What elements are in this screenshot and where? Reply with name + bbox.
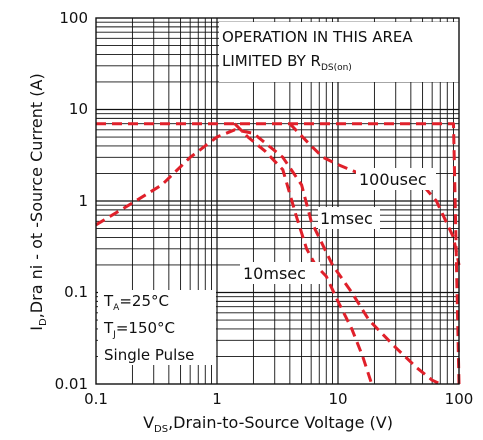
x-axis-title: VDS,Drain-to-Source Voltage (V) [143, 413, 393, 435]
x-tick-label: 0.1 [84, 390, 108, 408]
condition-ta: TA=25°C [103, 292, 169, 313]
conditions-background [98, 290, 216, 365]
y-tick-label: 0.01 [55, 375, 88, 393]
area-note-line-2: LIMITED BY RDS(on) [222, 52, 352, 73]
area-note-line-1: OPERATION IN THIS AREA [222, 28, 413, 46]
x-tick-label: 1 [212, 390, 222, 408]
label-bg-1msec [318, 207, 380, 229]
y-tick-label: 0.1 [64, 283, 88, 301]
condition-pulse: Single Pulse [104, 346, 194, 364]
label-bg-10msec [240, 262, 320, 284]
series-label-1msec: 1msec [320, 209, 373, 228]
soa-curve-100usec [96, 122, 461, 385]
condition-tj: TJ=150°C [103, 319, 175, 340]
y-tick-label: 100 [59, 9, 88, 27]
x-tick-label: 100 [445, 390, 474, 408]
plot-frame [95, 17, 460, 385]
area-note-background [219, 22, 459, 82]
soa-curve-10msec [95, 128, 441, 386]
series-label-100usec: 100usec [359, 170, 427, 189]
y-tick-label: 1 [78, 192, 88, 210]
soa-curve-dc [233, 122, 374, 385]
x-tick-label: 10 [328, 390, 347, 408]
y-axis-title: ID,Dra ni - ot -Source Current (A) [27, 73, 49, 330]
series-label-10msec: 10msec [243, 264, 306, 283]
y-tick-label: 10 [69, 100, 88, 118]
label-bg-100usec [356, 168, 436, 190]
